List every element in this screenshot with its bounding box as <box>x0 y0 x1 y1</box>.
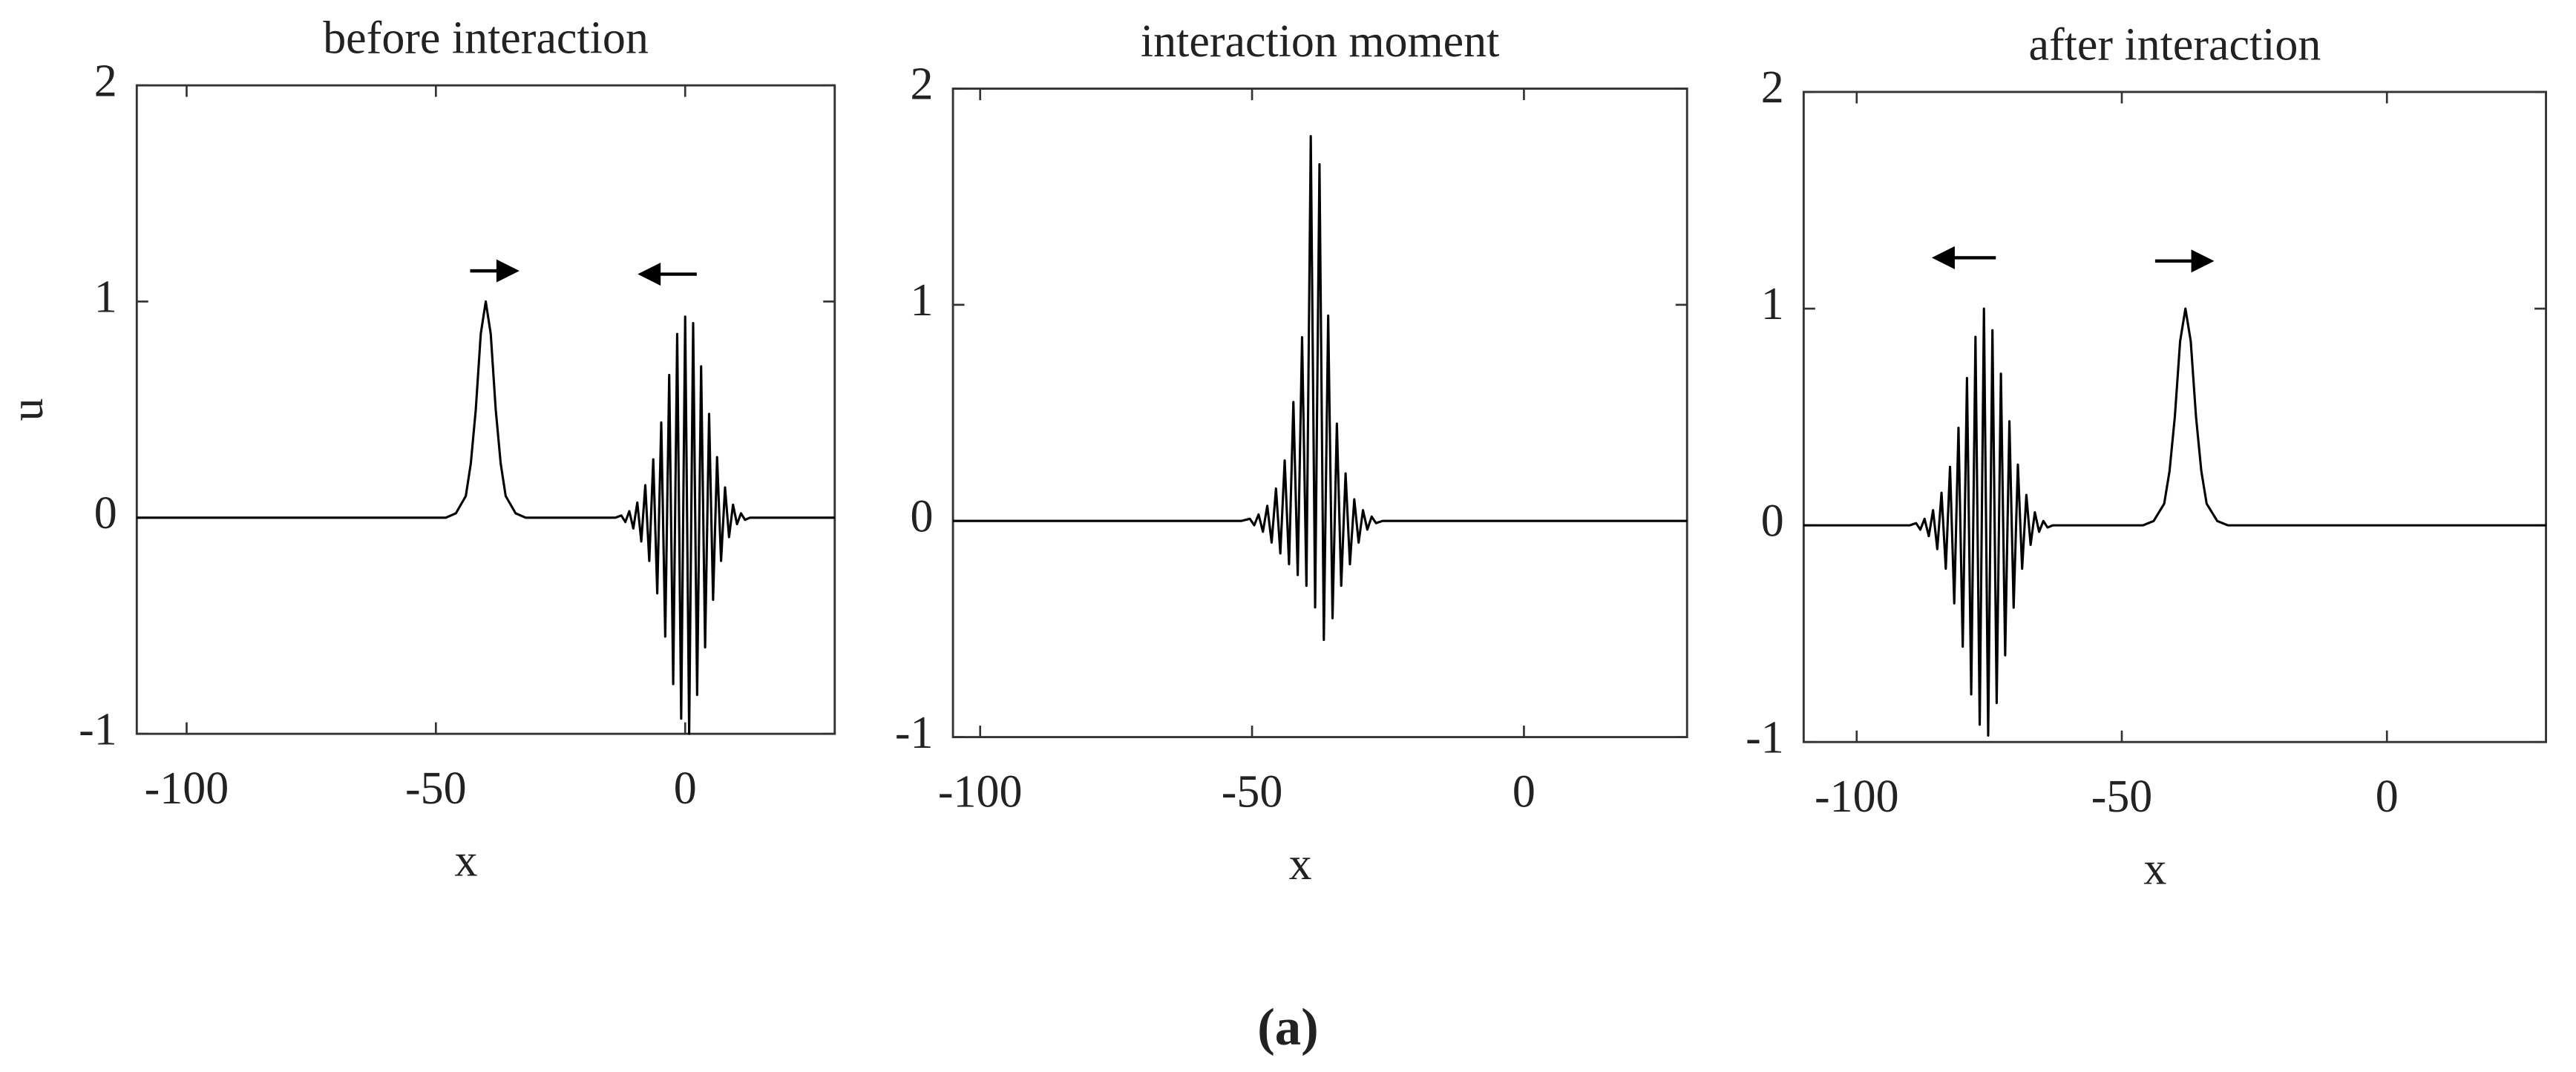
y-tick-label: -1 <box>895 708 934 758</box>
x-tick-label: 0 <box>1513 766 1536 817</box>
x-tick-label: -50 <box>405 763 467 814</box>
y-tick-label: -1 <box>79 704 117 754</box>
x-tick-label: -50 <box>1222 766 1283 817</box>
x-tick-label: 0 <box>2376 772 2399 822</box>
y-tick-label: 1 <box>911 275 934 326</box>
arrows <box>470 246 2215 286</box>
x-tick-label: -100 <box>145 763 229 814</box>
x-tick-label: 0 <box>674 763 697 814</box>
y-tick-label: 2 <box>911 59 934 110</box>
plot-frame <box>951 88 1688 739</box>
x-axis-label: x <box>454 835 477 886</box>
plot-frame <box>1802 91 2547 743</box>
panel: -100 -50 0 -1 0 1 2 interaction moment x <box>895 16 1688 890</box>
panel-title: after interaction <box>2029 20 2321 70</box>
x-axis-label: x <box>1289 839 1312 890</box>
y-axis-label: u <box>2 398 53 421</box>
x-tick-label: -100 <box>938 766 1023 817</box>
panel-title: before interaction <box>323 13 649 64</box>
x-tick-label: -100 <box>1815 772 1899 822</box>
x-tick-label: -50 <box>2091 772 2153 822</box>
caption: (a) <box>1257 999 1319 1056</box>
y-tick-label: 1 <box>94 272 117 323</box>
arrow-head <box>1931 246 1955 269</box>
y-tick-label: 0 <box>94 488 117 539</box>
data-line <box>953 135 1688 642</box>
y-tick-label: -1 <box>1746 712 1784 763</box>
arrow-head <box>2191 249 2215 273</box>
panel: -100 -50 0 -1 0 1 2 before interaction x u <box>2 13 836 886</box>
y-tick-label: 1 <box>1761 279 1784 329</box>
x-axis-label: x <box>2143 844 2166 894</box>
y-tick-label: 0 <box>911 491 934 542</box>
panel-title: interaction moment <box>1141 16 1499 67</box>
y-tick-label: 0 <box>1761 496 1784 546</box>
data-line <box>137 300 835 735</box>
data-line <box>1803 307 2546 737</box>
arrow-head <box>496 259 520 283</box>
arrow-head <box>638 263 661 286</box>
y-tick-label: 2 <box>1761 62 1784 113</box>
y-tick-label: 2 <box>94 56 117 106</box>
panel: -100 -50 0 -1 0 1 2 after interaction x <box>1746 20 2547 894</box>
plot-frame <box>135 84 836 735</box>
